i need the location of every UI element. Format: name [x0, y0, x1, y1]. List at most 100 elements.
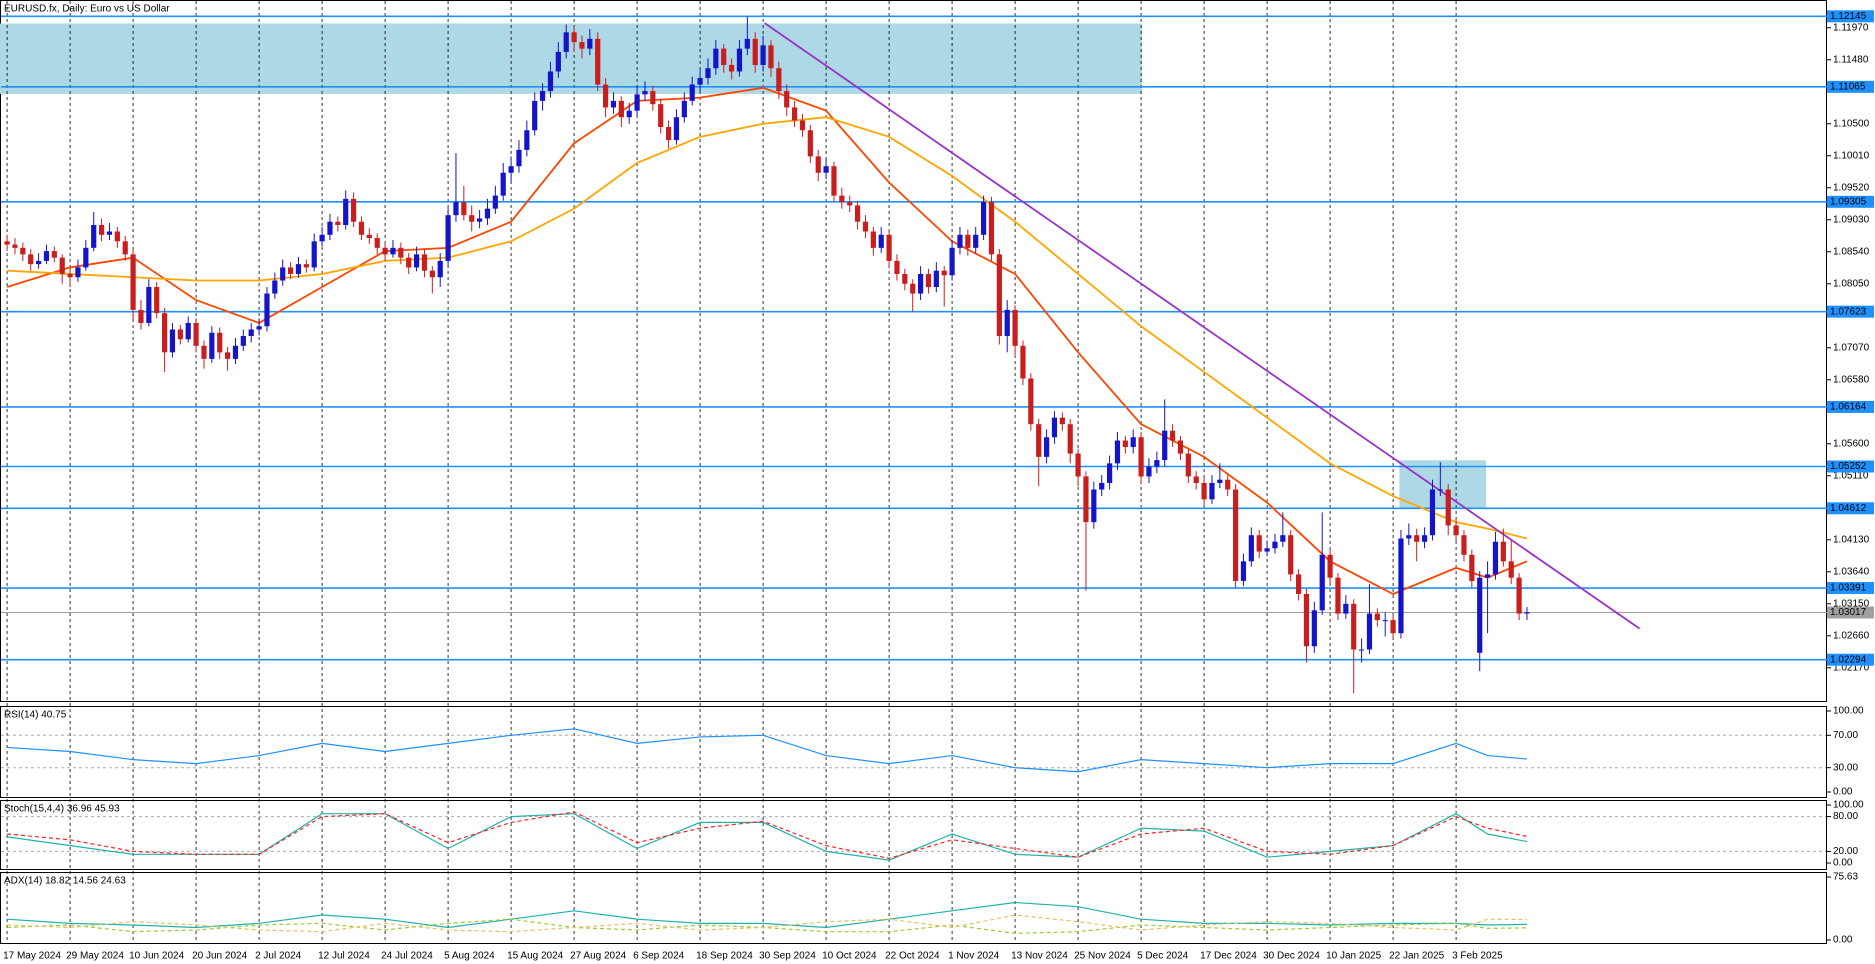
candle-body [161, 313, 168, 353]
candle-body [957, 234, 963, 248]
x-tick-label: 29 May 2024 [66, 951, 124, 962]
candle-body [146, 287, 152, 323]
candle-body [1288, 535, 1294, 575]
candle-body [768, 45, 774, 69]
candle-body [35, 260, 42, 265]
x-tick-label: 15 Aug 2024 [507, 951, 564, 962]
zone [0, 23, 1142, 94]
candle-body [1421, 535, 1428, 542]
candle-body [1366, 613, 1373, 650]
x-tick-label: 18 Sep 2024 [696, 951, 753, 962]
candle-body [1114, 440, 1121, 464]
candle-body [390, 247, 396, 255]
candle-body [469, 215, 475, 222]
candle-body [287, 267, 294, 274]
candle-body [784, 91, 790, 108]
candle-body [1295, 574, 1302, 594]
candle-body [1146, 466, 1152, 477]
candle-body [815, 156, 821, 173]
candle-body [862, 221, 869, 232]
level-label: 1.07623 [1830, 306, 1867, 317]
candle-body [1083, 476, 1089, 523]
candle-body [1012, 309, 1018, 346]
candle-body [201, 345, 207, 359]
indicator-line [7, 811, 1528, 859]
y-tick-label: 20.00 [1833, 846, 1858, 857]
candle-body [343, 198, 349, 225]
candle-body [1091, 489, 1097, 523]
candle-body [453, 202, 459, 216]
level-label: 1.11065 [1830, 81, 1866, 92]
y-tick-label: 1.03150 [1833, 598, 1870, 609]
indicator-line [7, 813, 1528, 861]
candle-body [327, 221, 333, 235]
y-tick-label: 1.05600 [1833, 438, 1870, 449]
candle-body [1067, 424, 1073, 454]
candle-body [280, 267, 286, 281]
x-tick-label: 3 Feb 2025 [1452, 951, 1503, 962]
candle-body [1248, 535, 1254, 562]
candle-body [461, 202, 467, 216]
candle-body [51, 251, 57, 258]
x-tick-label: 22 Oct 2024 [885, 951, 940, 962]
y-tick-label: 1.09520 [1833, 182, 1870, 193]
y-tick-label: 1.11480 [1833, 54, 1869, 65]
candle-body [1209, 482, 1215, 500]
candle-body [854, 205, 861, 222]
candle-body [248, 329, 254, 337]
candle-body [595, 38, 601, 85]
candle-body [1508, 561, 1514, 578]
candle-body [587, 38, 593, 49]
y-tick-label: 0.00 [1833, 935, 1853, 946]
candle-body [705, 68, 711, 79]
indicator-title: Stoch(15,4,4) 36.96 45.93 [4, 804, 120, 815]
level-label: 1.04612 [1830, 503, 1867, 514]
level-tag [1827, 653, 1874, 666]
candle-body [1327, 554, 1333, 578]
panel-frame [0, 800, 1827, 870]
candle-body [910, 283, 916, 294]
y-tick-label: 70.00 [1833, 730, 1858, 741]
candle-body [421, 254, 428, 271]
y-tick-label: 1.03640 [1833, 566, 1870, 577]
candle-body [831, 166, 837, 196]
candle-body [445, 215, 451, 261]
candle-body [1390, 620, 1396, 634]
indicator-line [7, 914, 1527, 933]
candle-body [1351, 603, 1357, 650]
indicator-line [764, 22, 1641, 630]
y-tick-label: 1.02660 [1833, 630, 1870, 641]
candle-body [681, 100, 687, 118]
candle-body [1217, 479, 1223, 483]
x-tick-label: 13 Nov 2024 [1011, 951, 1068, 962]
indicator-line [6, 86, 1528, 595]
candle-body [1335, 577, 1341, 614]
candle-body [1162, 430, 1168, 461]
candle-body [350, 198, 357, 222]
candle-body [697, 78, 703, 85]
candle-body [209, 332, 215, 359]
candle-body [358, 221, 365, 235]
candle-body [776, 68, 782, 92]
candle-body [232, 345, 239, 359]
candle-body [752, 38, 758, 65]
candle-body [1177, 440, 1184, 454]
candle-body [311, 241, 317, 268]
candle-body [413, 254, 420, 268]
candle-body [138, 309, 144, 323]
candle-body [847, 202, 853, 206]
candle-body [807, 130, 813, 157]
candle-body [1028, 378, 1034, 425]
candle-body [492, 195, 498, 209]
candle-body [1122, 440, 1128, 448]
candle-body [902, 273, 908, 284]
candle-body [610, 100, 617, 108]
x-tick-label: 5 Dec 2024 [1137, 951, 1189, 962]
y-tick-label: 1.06580 [1833, 374, 1870, 385]
candle-body [1169, 430, 1176, 441]
candle-body [996, 254, 1002, 337]
candle-body [1477, 577, 1483, 653]
candle-body [1437, 489, 1443, 491]
candle-body [839, 195, 845, 203]
